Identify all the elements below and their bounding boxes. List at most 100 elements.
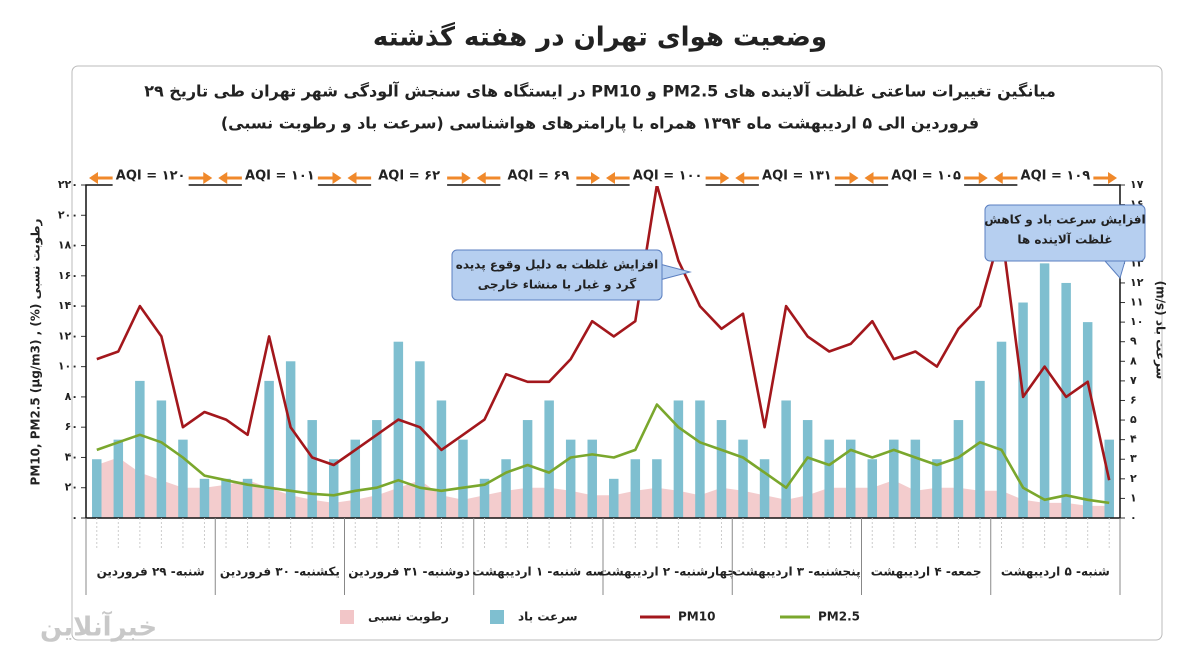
wind-bar: [953, 420, 964, 518]
wind-bar: [328, 459, 339, 518]
series-line: [96, 403, 1110, 505]
wind-bar: [242, 478, 253, 518]
wind-bar: [92, 459, 102, 518]
wind-bar: [630, 459, 641, 518]
wind-bar: [1039, 263, 1050, 518]
y-tick-label: ۱۶۰: [58, 269, 78, 282]
wind-bar: [587, 439, 597, 518]
wind-bar: [156, 400, 167, 518]
wind-bar: [802, 420, 813, 518]
day-label: شنبه- ۲۹ فروردین: [97, 565, 205, 580]
legend-swatch: [340, 610, 354, 624]
wind-bar: [372, 420, 382, 518]
y2-tick-label: ۱۷: [1130, 178, 1144, 191]
wind-bar: [393, 341, 404, 518]
aqi-label: AQI = ۱۰۹: [1021, 169, 1091, 184]
day-label: شنبه- ۵ اردیبهشت: [1001, 565, 1110, 579]
day-label: چهارشنبه- ۲ اردیبهشت: [599, 565, 736, 579]
y2-tick-label: ۱۰: [1130, 315, 1143, 328]
legend-label: رطوبت نسبی: [368, 610, 449, 625]
wind-bar: [652, 459, 662, 518]
aqi-label: AQI = ۱۰۵: [891, 169, 961, 184]
wind-bar: [975, 380, 985, 518]
plot-frame: [85, 184, 1121, 519]
y2-tick-label: ۳: [1130, 452, 1137, 465]
wind-bar: [932, 459, 942, 518]
wind-bar: [350, 439, 361, 518]
series-line: [96, 183, 1111, 481]
callout-text: افزایش غلظت به دلیل وقوع پدیده: [456, 258, 658, 273]
aqi-bg: [371, 166, 448, 186]
subtitle: فروردین الی ۵ اردیبهشت ماه ۱۳۹۴ همراه با…: [221, 114, 979, 134]
day-label: دوشنبه- ۳۱ فروردین: [348, 565, 470, 580]
y2-tick-label: ۰: [1130, 511, 1137, 524]
y-tick-label: ۱۴۰: [58, 299, 78, 312]
wind-bar: [264, 380, 274, 518]
wind-bar: [501, 459, 511, 518]
legend-swatch: [490, 610, 504, 624]
aqi-bg: [112, 166, 189, 186]
wind-bar: [113, 439, 124, 518]
y2-tick-label: ۸: [1130, 354, 1137, 367]
y2-tick-label: ۵: [1130, 413, 1137, 426]
day-label: سه شنبه- ۱ اردیبهشت: [472, 565, 604, 579]
y-tick-label: ۶۰: [65, 420, 78, 433]
aqi-bg: [1017, 166, 1094, 186]
callout-box: [451, 249, 663, 301]
aqi-bg: [758, 166, 835, 186]
callout-text: افزایش سرعت باد و کاهش: [984, 213, 1145, 228]
wind-bar: [716, 420, 727, 518]
y-axis-label: PM10, PM2.5 (µg/m3) , (%) رطوبت نسبی: [29, 218, 44, 485]
wind-bar: [479, 478, 490, 518]
legend-label: سرعت باد: [518, 610, 578, 624]
aqi-bg: [241, 166, 318, 186]
y2-tick-label: ۱۲: [1130, 276, 1144, 289]
wind-bar: [436, 400, 447, 518]
humidity-area: [96, 457, 1110, 518]
wind-bar: [307, 420, 317, 518]
aqi-label: AQI = ۱۰۰: [633, 169, 703, 184]
wind-bar: [695, 400, 705, 518]
chart-title: وضعیت هوای تهران در هفته گذشته: [373, 22, 827, 53]
aqi-bg: [888, 166, 965, 186]
aqi-label: AQI = ۱۰۱: [245, 169, 315, 184]
wind-bar: [199, 478, 210, 518]
watermark: خبرآنلاین: [40, 611, 157, 643]
y-tick-label: ۱۸۰: [58, 239, 78, 252]
wind-bar: [135, 380, 145, 518]
subtitle: میانگین تغییرات ساعتی غلظت آلاینده های P…: [144, 81, 1056, 101]
wind-bar: [565, 439, 576, 518]
day-label: یکشنبه- ۳۰ فروردین: [220, 565, 340, 580]
wind-bar: [178, 439, 188, 518]
callout-text: غلظت آلاینده ها: [1017, 232, 1112, 247]
legend-label: PM2.5: [818, 610, 860, 624]
wind-bar: [458, 439, 468, 518]
wind-bar: [824, 439, 834, 518]
wind-bar: [996, 341, 1007, 518]
y-tick-label: ۲۲۰: [58, 178, 78, 191]
wind-bar: [1018, 302, 1028, 518]
legend-label: PM10: [678, 610, 715, 624]
y2-tick-label: ۱۱: [1130, 296, 1143, 309]
wind-bar: [845, 439, 856, 518]
wind-bar: [285, 361, 296, 518]
wind-bar: [609, 478, 619, 518]
callout-box: [984, 204, 1146, 262]
y2-axis-label: (m/s) سرعت باد: [1154, 281, 1168, 380]
y2-tick-label: ۷: [1130, 374, 1137, 387]
wind-bar: [544, 400, 554, 518]
wind-bar: [889, 439, 899, 518]
callout-tail: [1104, 260, 1126, 280]
aqi-label: AQI = ۱۲۰: [116, 169, 186, 184]
aqi-label: AQI = ۶۹: [507, 169, 569, 184]
frame: [71, 65, 1163, 641]
aqi-label: AQI = ۱۳۱: [762, 169, 832, 184]
y-tick-label: ۲۰: [65, 481, 78, 494]
aqi-label: AQI = ۶۲: [378, 169, 440, 184]
wind-bar: [759, 459, 770, 518]
y2-tick-label: ۶: [1130, 393, 1137, 406]
wind-bar: [781, 400, 791, 518]
wind-bar: [415, 361, 425, 518]
y-tick-label: ۰: [71, 511, 78, 524]
